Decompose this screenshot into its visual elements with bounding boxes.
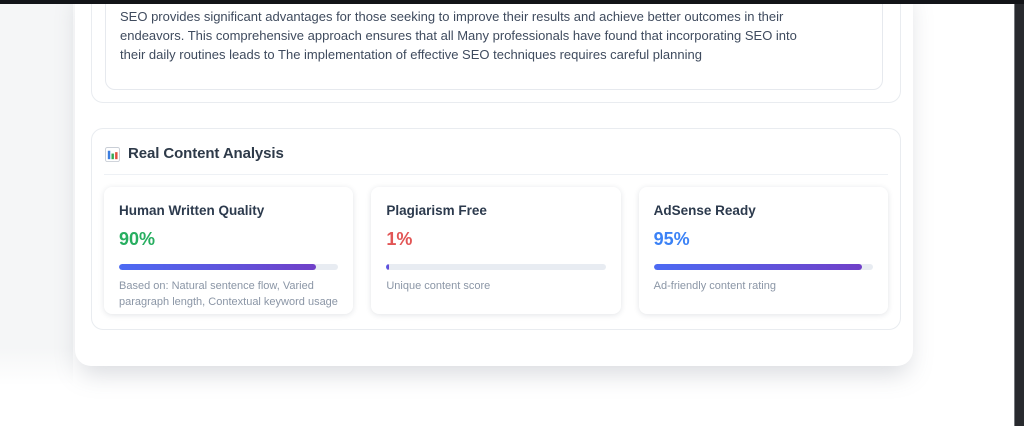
metric-card-human-written-quality: Human Written Quality 90% Based on: Natu…: [104, 187, 354, 314]
progress-bar-track: [119, 264, 339, 270]
page-left-gutter: [0, 4, 73, 386]
content-analysis-section: Real Content Analysis Human Written Qual…: [91, 128, 901, 330]
progress-bar-track: [653, 264, 873, 270]
metric-description: Ad-friendly content rating: [653, 280, 776, 292]
content-analysis-header: Real Content Analysis: [92, 129, 900, 174]
metric-title: Plagiarism Free: [386, 203, 487, 218]
metric-value: 1%: [386, 229, 413, 249]
metric-card-plagiarism-free: Plagiarism Free 1% Unique content score: [371, 187, 621, 314]
seo-paragraph-card: SEO provides significant advantages for …: [105, 0, 883, 90]
scrollbar-track[interactable]: [1014, 0, 1024, 426]
bar-chart-icon: [105, 146, 120, 162]
content-analysis-title: Real Content Analysis: [128, 145, 284, 162]
metric-cards-row: Human Written Quality 90% Based on: Natu…: [104, 187, 888, 314]
seo-paragraph-text: SEO provides significant advantages for …: [120, 9, 797, 62]
header-divider: [104, 174, 888, 175]
metric-description: Based on: Natural sentence flow, Varied …: [119, 280, 338, 308]
progress-bar-fill: [386, 264, 390, 270]
window-top-edge: [0, 0, 1024, 4]
metric-value: 95%: [653, 229, 690, 249]
metric-title: AdSense Ready: [653, 203, 756, 218]
metric-card-adsense-ready: AdSense Ready 95% Ad-friendly content ra…: [638, 187, 888, 314]
progress-bar-fill: [653, 264, 863, 270]
progress-bar-fill: [119, 264, 317, 270]
metric-description: Unique content score: [386, 280, 491, 292]
metric-value: 90%: [119, 229, 156, 249]
metric-title: Human Written Quality: [119, 203, 265, 218]
progress-bar-track: [386, 264, 606, 270]
